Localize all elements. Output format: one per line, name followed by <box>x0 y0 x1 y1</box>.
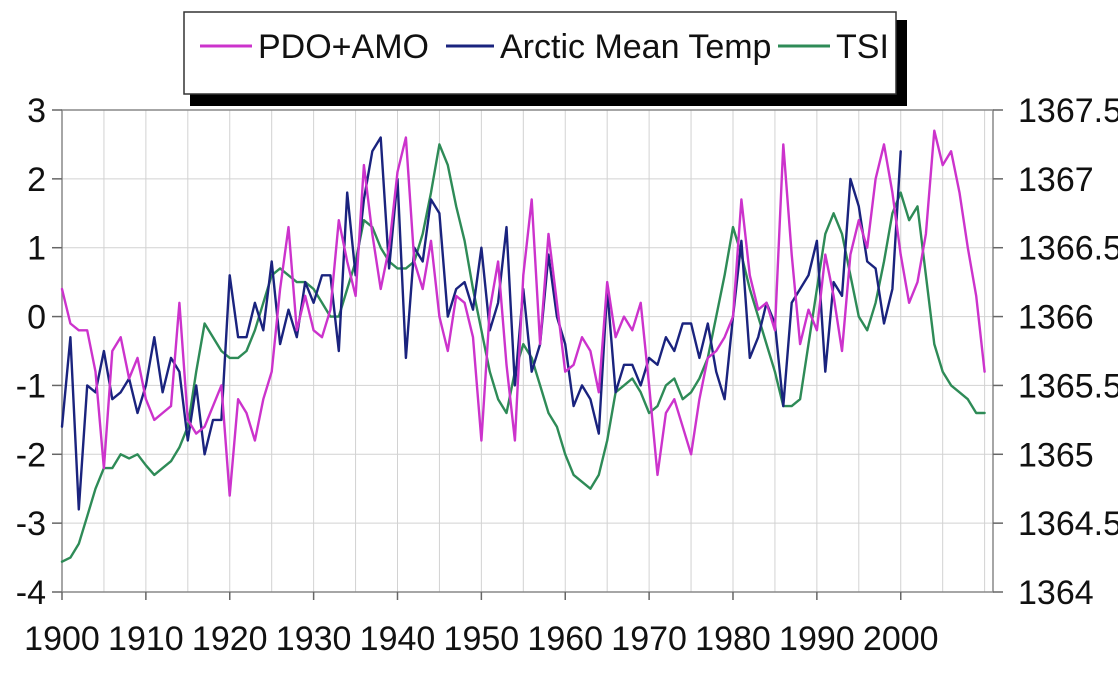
x-tick-label: 1980 <box>695 620 771 658</box>
x-tick-label: 1900 <box>24 620 100 658</box>
y-right-tick-label: 1365 <box>1018 436 1094 474</box>
x-tick-label: 1960 <box>527 620 603 658</box>
y-right-tick-label: 1366 <box>1018 299 1094 337</box>
x-tick-label: 1950 <box>444 620 520 658</box>
x-tick-label: 1940 <box>360 620 436 658</box>
y-right-tick-label: 1367 <box>1018 161 1094 199</box>
y-right-tick-label: 1366.5 <box>1018 230 1118 268</box>
x-tick-label: 1920 <box>192 620 268 658</box>
y-left-tick-label: 3 <box>27 92 46 130</box>
x-tick-label: 2000 <box>863 620 939 658</box>
y-right-tick-label: 1364 <box>1018 574 1094 612</box>
x-tick-label: 1970 <box>611 620 687 658</box>
y-left-tick-label: -2 <box>16 436 46 474</box>
legend-label-tsi: TSI <box>836 28 889 66</box>
series <box>60 129 986 563</box>
x-tick-label: 1910 <box>108 620 184 658</box>
series-line-tsi <box>60 143 986 563</box>
y-left-tick-label: 2 <box>27 161 46 199</box>
legend-label-pdo-amo: PDO+AMO <box>258 28 429 66</box>
y-left-tick-label: -3 <box>16 505 46 543</box>
series-line-arctic-mean-temp <box>60 136 902 511</box>
y-right-tick-label: 1365.5 <box>1018 367 1118 405</box>
y-left-tick-label: -4 <box>16 574 46 612</box>
legend: PDO+AMO Arctic Mean Temp TSI <box>183 11 907 106</box>
x-tick-label: 1990 <box>779 620 855 658</box>
y-left-tick-label: 1 <box>27 230 46 268</box>
legend-label-arctic-mean-temp: Arctic Mean Temp <box>500 28 771 66</box>
x-tick-label: 1930 <box>276 620 352 658</box>
series-line-pdo-amo <box>60 129 986 497</box>
axes: 3 2 1 0 -1 -2 -3 -4 1367.5 1367 1366.5 1366 1365.5 13… <box>16 92 1118 658</box>
legend-box <box>183 11 897 95</box>
y-right-tick-label: 1364.5 <box>1018 505 1118 543</box>
plot-area-frame <box>61 109 994 593</box>
y-right-tick-label: 1367.5 <box>1018 92 1118 130</box>
y-left-tick-label: -1 <box>16 367 46 405</box>
y-left-tick-label: 0 <box>27 299 46 337</box>
